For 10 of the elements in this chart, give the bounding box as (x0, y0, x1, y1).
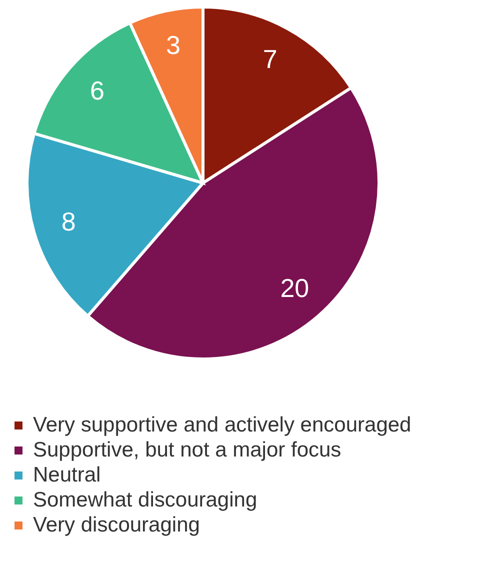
legend-label: Very supportive and actively encouraged (33, 414, 412, 436)
legend-label: Neutral (33, 464, 101, 486)
legend-label: Supportive, but not a major focus (33, 438, 342, 462)
data-label: 8 (61, 206, 76, 236)
legend-label: Somewhat discouraging (33, 488, 258, 512)
legend-label: Very discouraging (33, 514, 200, 536)
data-label: 7 (262, 44, 278, 74)
data-label: 6 (90, 75, 104, 106)
data-label: 3 (166, 30, 180, 60)
data-label: 20 (280, 272, 310, 303)
